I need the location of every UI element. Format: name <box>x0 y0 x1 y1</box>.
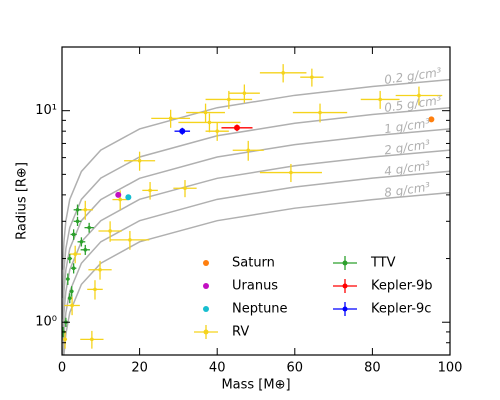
point <box>83 247 88 252</box>
point <box>428 116 435 123</box>
point <box>148 188 152 193</box>
point <box>233 124 240 131</box>
point <box>93 287 97 292</box>
point <box>227 97 231 102</box>
x-tick-label: 60 <box>287 361 304 376</box>
density-label: 2 g/cm³ <box>383 137 431 157</box>
density-curve <box>62 78 450 270</box>
point <box>137 158 142 163</box>
point <box>83 207 88 212</box>
point <box>71 266 76 271</box>
point <box>215 129 219 133</box>
point <box>75 219 80 224</box>
legend-marker <box>342 260 348 266</box>
density-label: 4 g/cm³ <box>383 158 431 178</box>
point <box>69 289 74 294</box>
point <box>242 91 247 95</box>
point <box>79 239 84 244</box>
x-axis-label: Mass [M⊕] <box>221 378 290 393</box>
point <box>183 186 187 191</box>
point <box>70 303 74 308</box>
legend-marker <box>203 283 209 289</box>
legend-marker <box>342 283 348 289</box>
density-label: 8 g/cm³ <box>383 180 431 200</box>
point <box>115 191 122 198</box>
point <box>246 148 251 153</box>
legend-label: Uranus <box>232 279 278 294</box>
x-tick-label: 20 <box>131 361 148 376</box>
point <box>66 277 70 281</box>
point <box>318 110 322 115</box>
point <box>63 337 67 342</box>
legend-label: Kepler-9b <box>371 279 432 294</box>
legend-label: Saturn <box>232 256 275 271</box>
point <box>87 225 91 230</box>
legend-marker <box>203 329 209 335</box>
x-tick-label: 100 <box>438 361 463 376</box>
point <box>67 296 72 300</box>
legend-label: Neptune <box>232 302 288 317</box>
legend-label: RV <box>232 325 249 340</box>
point <box>203 110 208 115</box>
point <box>310 75 314 79</box>
density-curve <box>62 128 450 320</box>
density-curve <box>62 149 450 341</box>
point <box>378 97 382 102</box>
legend-marker <box>203 260 209 266</box>
point <box>179 128 186 135</box>
plot-area <box>62 64 450 355</box>
point <box>98 267 102 272</box>
point <box>281 71 285 75</box>
point <box>71 232 76 237</box>
legend-marker <box>203 306 209 312</box>
point <box>168 116 173 121</box>
y-tick-label: 10⁰ <box>35 315 57 330</box>
y-tick-label: 10¹ <box>35 103 57 118</box>
point <box>125 194 132 201</box>
point <box>128 238 132 242</box>
x-tick-label: 0 <box>58 361 66 376</box>
legend-marker <box>342 306 348 312</box>
point <box>289 170 293 175</box>
point <box>90 337 94 342</box>
density-label: 1 g/cm³ <box>383 116 431 136</box>
point <box>118 197 122 202</box>
point <box>108 229 112 233</box>
x-tick-label: 80 <box>364 361 381 376</box>
y-axis-label: Radius [R⊕] <box>15 162 30 240</box>
legend-label: TTV <box>370 256 396 271</box>
point <box>207 120 212 125</box>
point <box>67 256 72 261</box>
point <box>73 252 77 256</box>
x-tick-label: 40 <box>209 361 226 376</box>
axes-frame <box>61 46 451 356</box>
point <box>417 93 421 98</box>
point <box>75 207 80 212</box>
legend-label: Kepler-9c <box>371 302 431 317</box>
